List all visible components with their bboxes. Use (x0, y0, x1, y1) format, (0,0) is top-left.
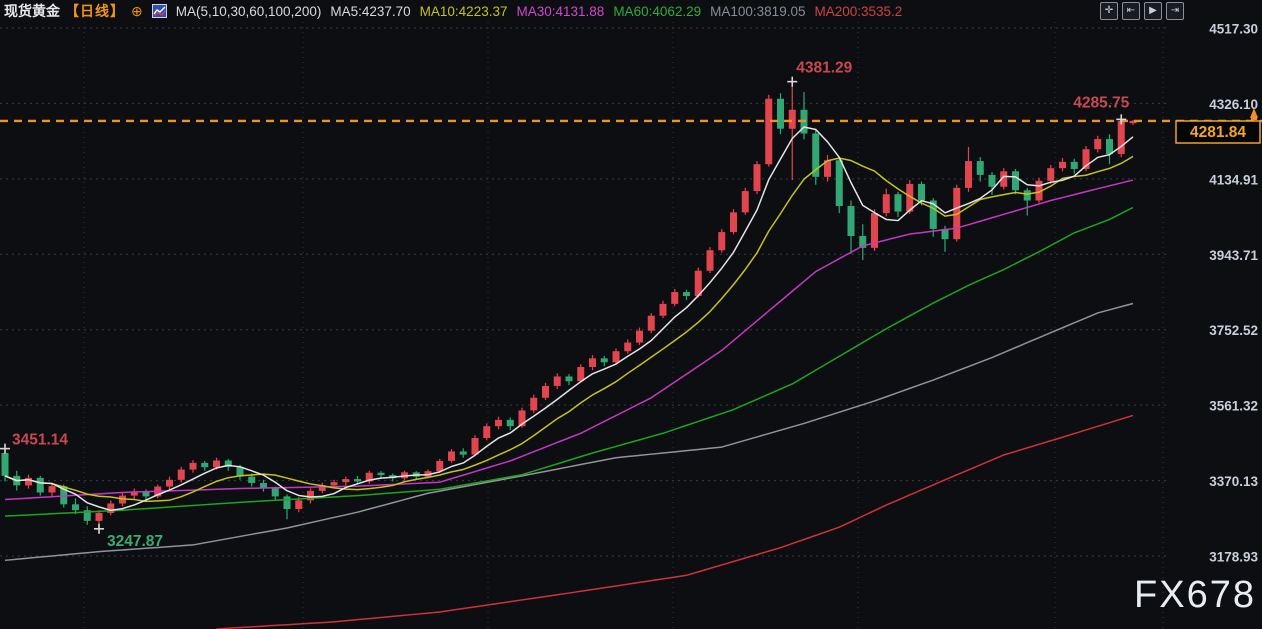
ma30-line (4, 179, 1134, 501)
ma30-value: MA30:4131.88 (516, 3, 605, 19)
price-annotation: 3247.87 (94, 523, 163, 550)
ma100-line (4, 302, 1134, 562)
fx678-watermark: FX678 (1134, 574, 1256, 616)
svg-text:3561.32: 3561.32 (1209, 399, 1258, 414)
ma10-value: MA10:4223.37 (419, 3, 508, 19)
chart-header: 现货黄金 【日线】 ⊕ MA(5,10,30,60,100,200) MA5:4… (0, 0, 1262, 22)
ma-settings-label: MA(5,10,30,60,100,200) (175, 3, 322, 19)
symbol-name: 现货黄金 (4, 3, 60, 19)
price-annotation: 4381.29 (787, 60, 853, 87)
svg-text:4281.84: 4281.84 (1190, 124, 1246, 141)
svg-text:4134.91: 4134.91 (1209, 172, 1258, 187)
current-price-tag: 4281.84 (1175, 108, 1261, 144)
ma100-value: MA100:3819.05 (710, 3, 806, 19)
ma5-line (4, 126, 1134, 512)
svg-text:4285.75: 4285.75 (1073, 94, 1129, 111)
price-annotation: 3451.14 (0, 432, 68, 454)
candlestick-series (1, 81, 1137, 529)
svg-text:4381.29: 4381.29 (796, 60, 852, 77)
ma10-line (4, 155, 1134, 503)
svg-text:3752.52: 3752.52 (1209, 323, 1258, 338)
y-axis-labels: 4517.30 4326.10 4134.91 3943.71 3752.52 3561.… (1209, 22, 1258, 565)
play-forward-icon[interactable]: ▶ (1144, 2, 1162, 20)
ma200-value: MA200:3535.2 (814, 3, 903, 19)
chart-toolbar: ✛ ⇤ ▶ ⇥ (1100, 2, 1184, 20)
ma5-value: MA5:4237.70 (330, 3, 411, 19)
jump-to-latest-icon[interactable]: ⇥ (1166, 2, 1184, 20)
price-annotation: 4285.75 (1073, 94, 1130, 125)
scroll-left-icon[interactable]: ⇤ (1122, 2, 1140, 20)
timeframe-label: 【日线】 (65, 3, 125, 19)
ma60-line (4, 206, 1134, 517)
grid-lines (0, 22, 1170, 629)
svg-text:4326.10: 4326.10 (1209, 97, 1258, 112)
svg-text:3178.93: 3178.93 (1209, 550, 1258, 565)
svg-text:3247.87: 3247.87 (107, 533, 163, 550)
add-indicator-icon[interactable]: ⊕ (131, 3, 143, 19)
ma60-value: MA60:4062.29 (613, 3, 702, 19)
svg-text:3370.13: 3370.13 (1209, 474, 1258, 489)
ma200-line (216, 414, 1134, 629)
svg-text:4517.30: 4517.30 (1209, 22, 1258, 37)
pan-tool-icon[interactable]: ✛ (1100, 2, 1118, 20)
svg-text:3943.71: 3943.71 (1209, 248, 1258, 263)
svg-text:3451.14: 3451.14 (12, 432, 68, 449)
indicator-chart-icon[interactable] (151, 4, 167, 18)
